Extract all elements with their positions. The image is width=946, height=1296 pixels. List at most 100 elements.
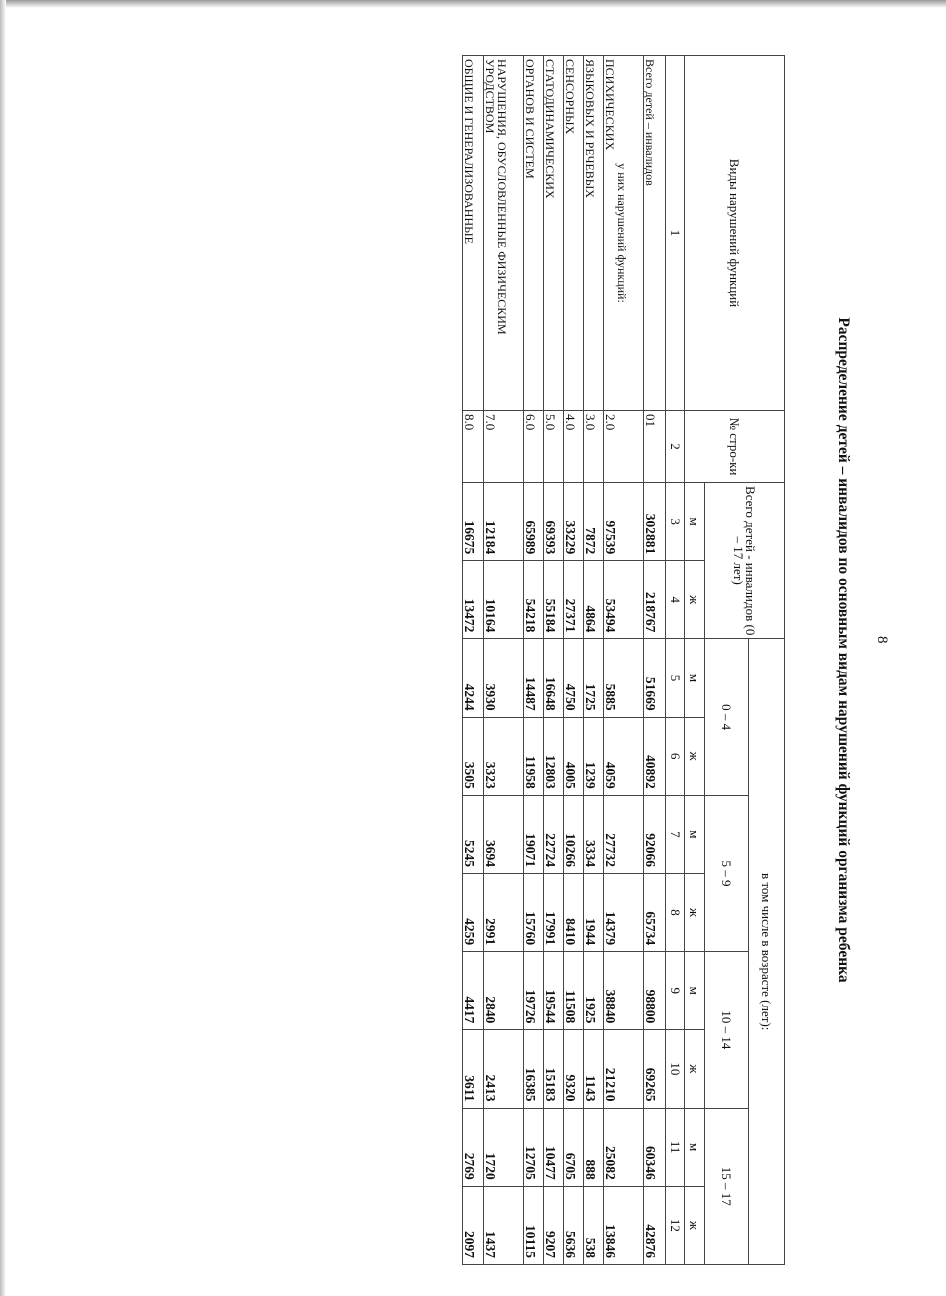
cell-value: 13846 xyxy=(603,1186,644,1265)
cell-value: 40892 xyxy=(643,717,666,796)
row-label: СТАТОДИНАМИЧЕСКИХ xyxy=(543,55,564,411)
sex-header: ж xyxy=(684,560,705,639)
cell-value: 4244 xyxy=(462,638,484,718)
row-label: у них нарушений функций: ПСИХИЧЕСКИХ xyxy=(603,55,644,411)
cell-value: 21210 xyxy=(603,1029,644,1108)
cell-value: 15183 xyxy=(543,1029,564,1108)
table-row: у них нарушений функций: ПСИХИЧЕСКИХ 2.0 97… xyxy=(603,55,644,1265)
cell-value: 5885 xyxy=(603,638,644,718)
cell-value: 6705 xyxy=(563,1108,584,1187)
cell-value: 1720 xyxy=(483,1108,524,1187)
header-row-no: № стро-ки xyxy=(684,410,785,483)
cell-value: 11958 xyxy=(523,717,544,796)
cell-value: 3611 xyxy=(462,1029,484,1108)
row-code: 7.0 xyxy=(483,410,524,483)
cell-value: 3505 xyxy=(462,717,484,796)
cell-value: 16648 xyxy=(543,638,564,718)
cell-value: 10477 xyxy=(543,1108,564,1187)
cell-value: 12184 xyxy=(483,482,524,561)
row-code: 4.0 xyxy=(563,410,584,483)
cell-value: 4259 xyxy=(462,873,484,952)
cell-value: 2840 xyxy=(483,951,524,1030)
table-row: ОБЩИЕ И ГЕНЕРАЛИЗОВАННЫЕ 8.0 16675 13472 424… xyxy=(462,55,484,1265)
table-row: СТАТОДИНАМИЧЕСКИХ 5.0 69393 55184 16648 12803… xyxy=(543,55,564,1265)
cell-value: 19726 xyxy=(523,951,544,1030)
column-number: 4 xyxy=(665,560,685,639)
cell-value: 9207 xyxy=(543,1186,564,1265)
cell-value: 53494 xyxy=(603,560,644,639)
cell-value: 10164 xyxy=(483,560,524,639)
cell-value: 3334 xyxy=(583,795,604,874)
cell-value: 27371 xyxy=(563,560,584,639)
sex-header: ж xyxy=(684,1186,705,1265)
document-title: Распределение детей – инвалидов по основ… xyxy=(835,317,852,983)
column-number: 7 xyxy=(665,795,685,874)
cell-value: 538 xyxy=(583,1186,604,1265)
sex-header: м xyxy=(684,482,705,561)
age-group-header: 5 – 9 xyxy=(704,795,749,952)
cell-value: 218767 xyxy=(643,560,666,639)
cell-value: 16385 xyxy=(523,1029,544,1108)
cell-value: 3323 xyxy=(483,717,524,796)
cell-value: 1239 xyxy=(583,717,604,796)
cell-value: 2097 xyxy=(462,1186,484,1265)
column-number: 9 xyxy=(665,951,685,1030)
row-label: НАРУШЕНИЯ, ОБУСЛОВЛЕННЫЕ ФИЗИЧЕСКИМ УРОД… xyxy=(483,55,524,411)
cell-value: 4417 xyxy=(462,951,484,1030)
row-code: 8.0 xyxy=(462,410,484,483)
row-label: Всего детей – инвалидов xyxy=(643,55,666,411)
cell-value: 10115 xyxy=(523,1186,544,1265)
cell-value: 19544 xyxy=(543,951,564,1030)
cell-value: 1925 xyxy=(583,951,604,1030)
cell-value: 16675 xyxy=(462,482,484,561)
row-label-text: СТАТОДИНАМИЧЕСКИХ xyxy=(543,59,557,199)
sex-header: м xyxy=(684,951,705,1030)
row-label-text: СЕНСОРНЫХ xyxy=(563,59,577,135)
cell-value: 5245 xyxy=(462,795,484,874)
cell-value: 7872 xyxy=(583,482,604,561)
cell-value: 42876 xyxy=(643,1186,666,1265)
sex-header: ж xyxy=(684,873,705,952)
table-row: Всего детей – инвалидов 01 302881 218767 516… xyxy=(643,55,666,1265)
cell-value: 3694 xyxy=(483,795,524,874)
cell-value: 8410 xyxy=(563,873,584,952)
header-types: Виды нарушений функций xyxy=(684,55,785,411)
cell-value: 888 xyxy=(583,1108,604,1187)
cell-value: 12803 xyxy=(543,717,564,796)
cell-value: 22724 xyxy=(543,795,564,874)
row-label-text: ПСИХИЧЕСКИХ xyxy=(603,59,617,151)
cell-value: 2413 xyxy=(483,1029,524,1108)
cell-value: 9320 xyxy=(563,1029,584,1108)
cell-value: 92066 xyxy=(643,795,666,874)
row-label-text: ОБЩИЕ И ГЕНЕРАЛИЗОВАННЫЕ xyxy=(462,59,476,244)
age-group-header: 0 – 4 xyxy=(704,638,749,796)
column-number: 2 xyxy=(665,410,685,483)
cell-value: 1143 xyxy=(583,1029,604,1108)
row-code: 2.0 xyxy=(603,410,644,483)
table-row: ЯЗЫКОВЫХ И РЕЧЕВЫХ 3.0 7872 4864 1725 1239 333… xyxy=(583,55,604,1265)
cell-value: 54218 xyxy=(523,560,544,639)
column-number: 1 xyxy=(665,55,685,411)
row-label: ОБЩИЕ И ГЕНЕРАЛИЗОВАННЫЕ xyxy=(462,55,484,411)
table-row: СЕНСОРНЫХ 4.0 33229 27371 4750 4005 10266 8410 1… xyxy=(563,55,584,1265)
row-code: 5.0 xyxy=(543,410,564,483)
cell-value: 4005 xyxy=(563,717,584,796)
sex-header: м xyxy=(684,1108,705,1187)
cell-value: 60346 xyxy=(643,1108,666,1187)
age-group-header: 10 – 14 xyxy=(704,951,749,1108)
column-number: 11 xyxy=(665,1108,685,1187)
row-label: ОРГАНОВ И СИСТЕМ xyxy=(523,55,544,411)
cell-value: 2991 xyxy=(483,873,524,952)
scan-edge xyxy=(0,0,6,1296)
column-number: 3 xyxy=(665,482,685,561)
cell-value: 4059 xyxy=(603,717,644,796)
cell-value: 55184 xyxy=(543,560,564,639)
row-label-text: НАРУШЕНИЯ, ОБУСЛОВЛЕННЫЕ ФИЗИЧЕСКИМ УРОД… xyxy=(483,59,509,335)
scan-edge xyxy=(0,0,946,8)
cell-value: 1944 xyxy=(583,873,604,952)
row-code: 3.0 xyxy=(583,410,604,483)
cell-value: 19071 xyxy=(523,795,544,874)
cell-value: 33229 xyxy=(563,482,584,561)
column-number: 12 xyxy=(665,1186,685,1265)
